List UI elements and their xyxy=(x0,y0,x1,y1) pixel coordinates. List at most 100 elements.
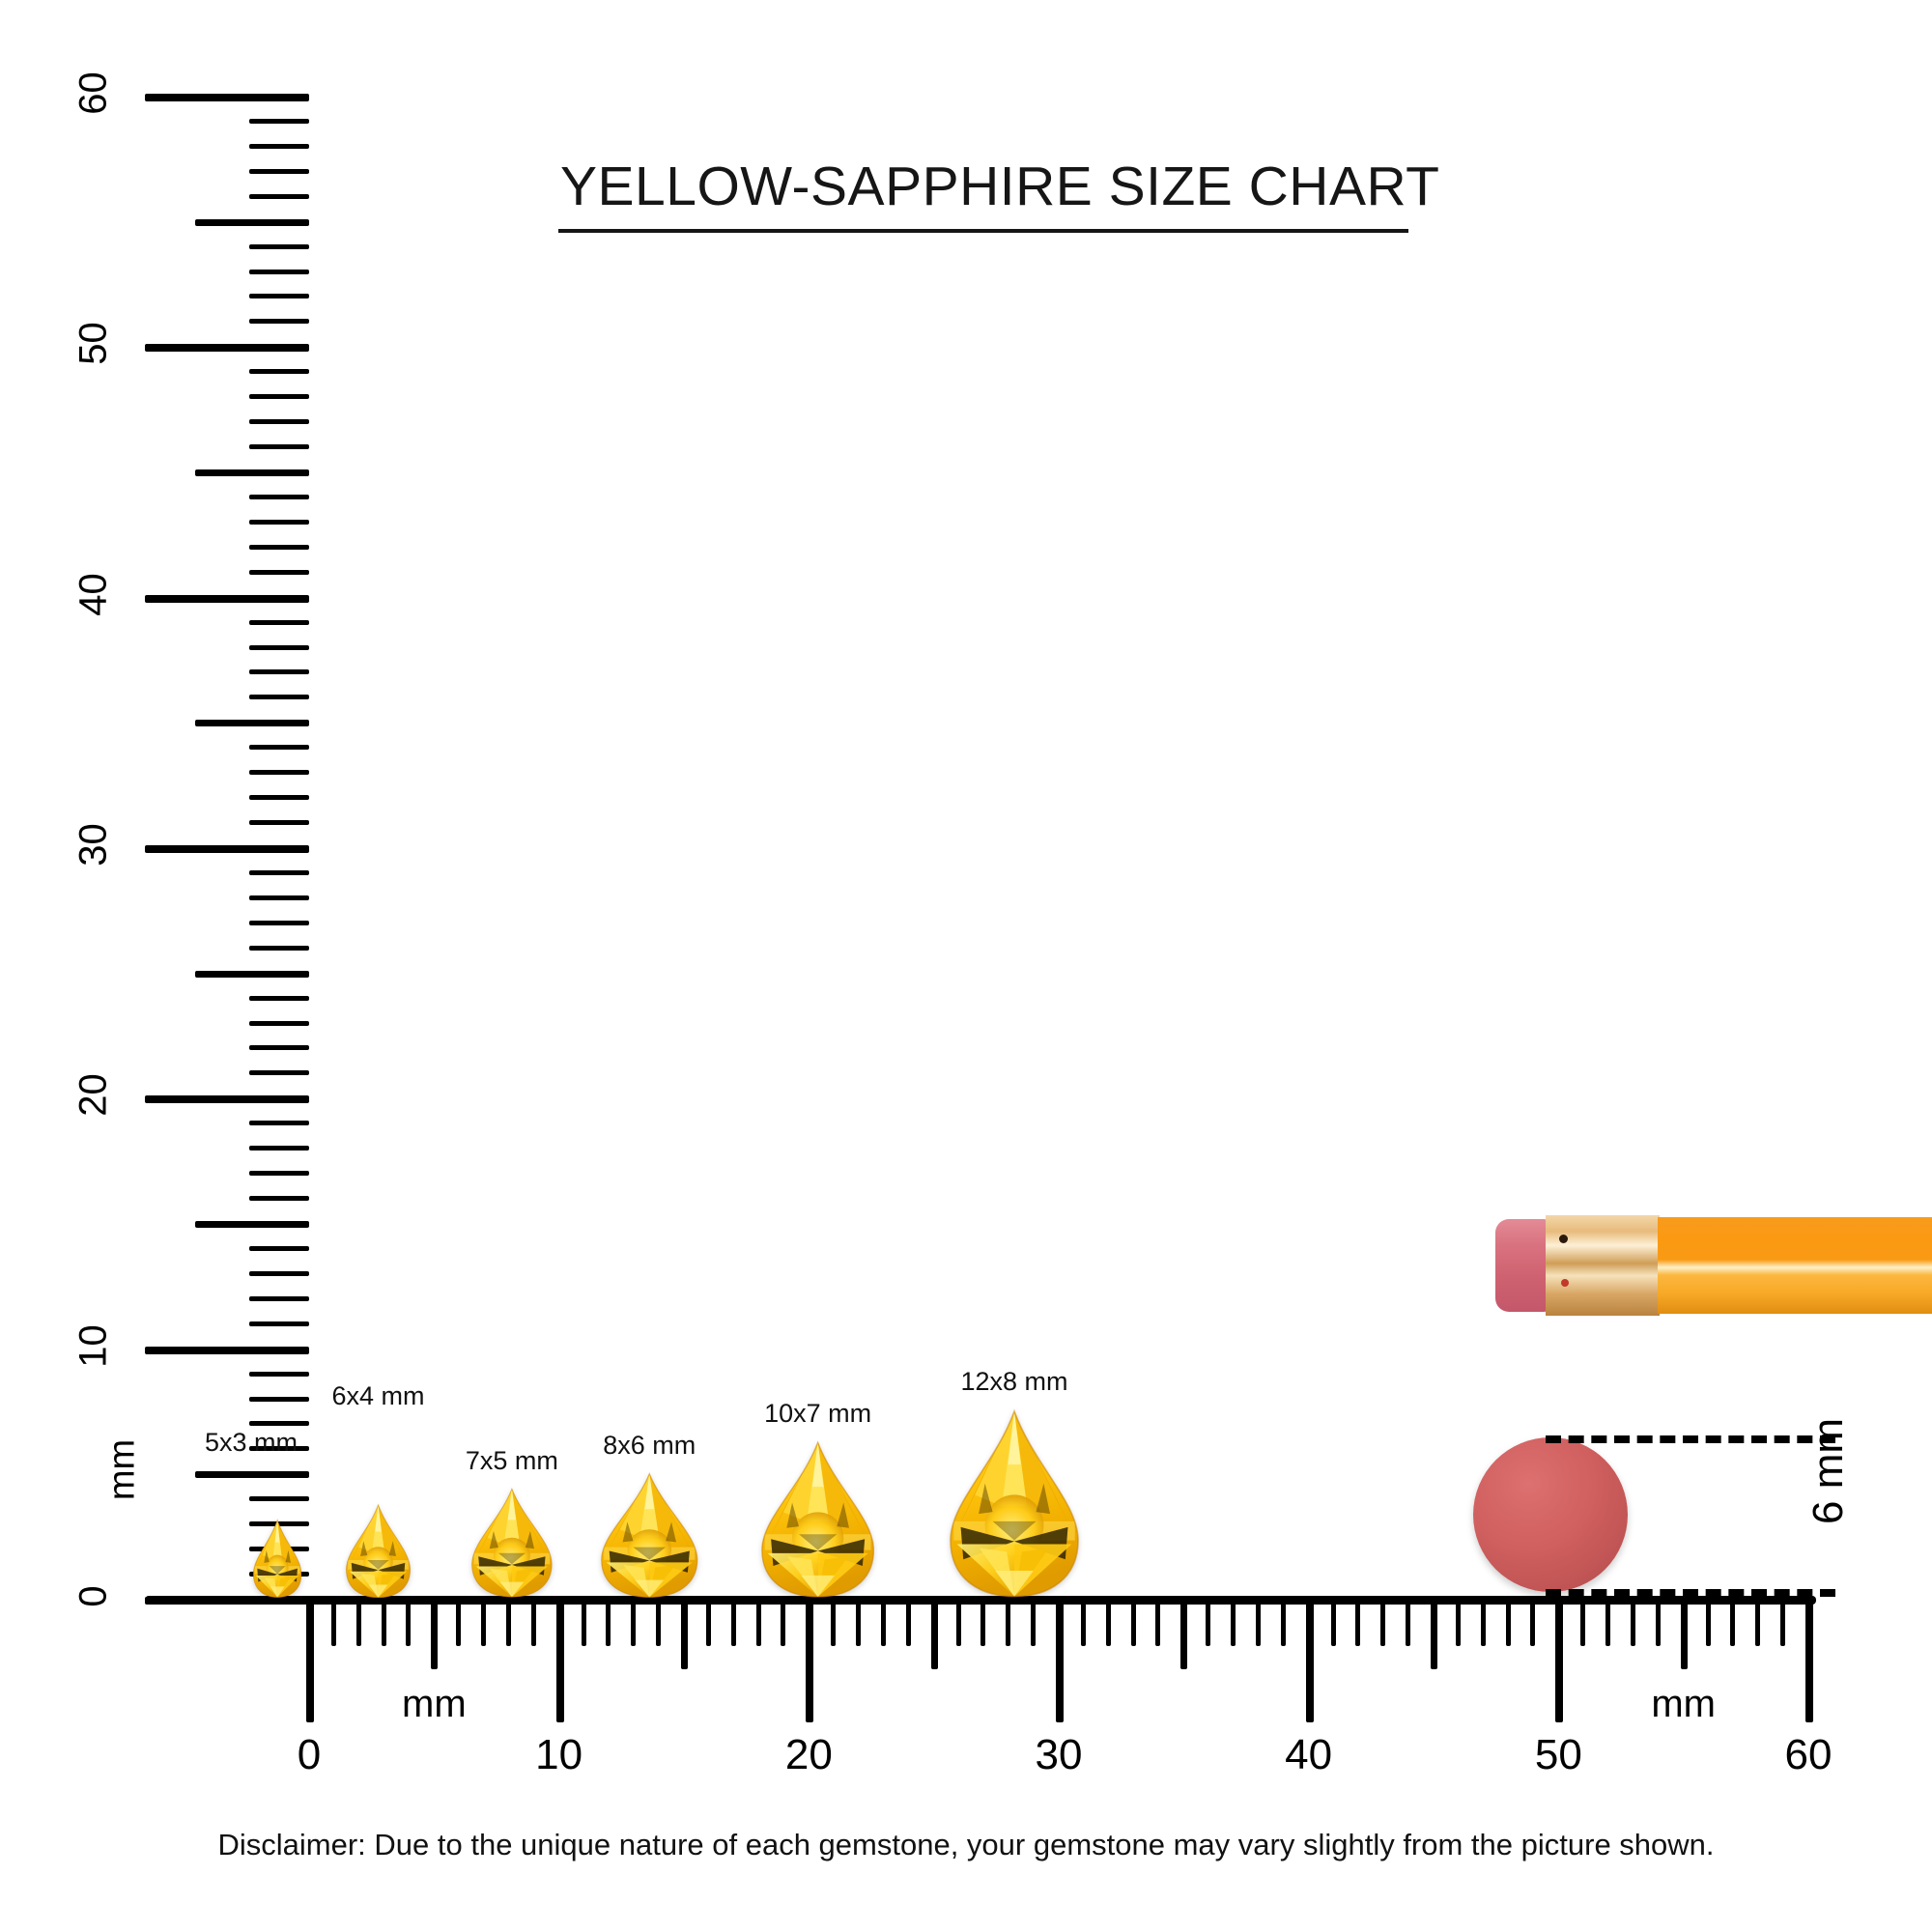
hruler-tick xyxy=(1780,1602,1786,1646)
pencil-illustration xyxy=(1495,1215,1932,1316)
gem-size-label: 12x8 mm xyxy=(960,1367,1068,1397)
eraser-disc xyxy=(1473,1437,1628,1592)
hruler-tick xyxy=(1255,1602,1261,1646)
vruler-tick xyxy=(249,820,309,826)
vruler-tick xyxy=(249,1196,309,1202)
vruler-tick xyxy=(249,1396,309,1402)
hruler-tick xyxy=(656,1602,662,1646)
hruler-tick xyxy=(1080,1602,1086,1646)
vruler-tick xyxy=(249,669,309,675)
vruler-tick xyxy=(249,1070,309,1076)
vruler-tick xyxy=(249,895,309,900)
hruler-label: 10 xyxy=(535,1731,583,1778)
vruler-tick xyxy=(249,1496,309,1502)
hruler-tick xyxy=(1206,1602,1211,1646)
hruler-tick xyxy=(330,1602,336,1646)
vruler-tick xyxy=(249,1270,309,1276)
gem-size-label: 5x3 mm xyxy=(205,1428,298,1457)
page-title: YELLOW-SAPPHIRE SIZE CHART xyxy=(560,156,1440,217)
vruler-tick xyxy=(249,444,309,450)
hruler-tick xyxy=(355,1602,361,1646)
gemstone-pear-7x5mm xyxy=(471,1487,553,1598)
hruler-tick xyxy=(1555,1602,1564,1722)
vruler-tick xyxy=(145,94,309,101)
vruler-label: 10 xyxy=(71,1323,115,1368)
hruler-tick xyxy=(1480,1602,1486,1646)
vruler-tick xyxy=(249,920,309,925)
vruler-tick xyxy=(249,569,309,575)
vruler-tick xyxy=(249,1146,309,1151)
gem-size-label: 6x4 mm xyxy=(331,1381,425,1410)
vruler-label: 40 xyxy=(71,572,115,616)
hruler-tick xyxy=(1605,1602,1611,1646)
hruler-tick xyxy=(505,1602,511,1646)
vruler-tick xyxy=(249,1371,309,1377)
vruler-tick xyxy=(249,1421,309,1427)
hruler-tick xyxy=(555,1602,564,1722)
hruler-tick xyxy=(406,1602,412,1646)
vruler-tick xyxy=(249,243,309,249)
vruler-tick xyxy=(249,419,309,425)
hruler-tick xyxy=(980,1602,986,1646)
hruler-tick xyxy=(1755,1602,1761,1646)
hruler-label: 40 xyxy=(1285,1731,1333,1778)
hruler-tick xyxy=(755,1602,761,1646)
vruler-tick xyxy=(249,1245,309,1251)
eraser-size-label: 6 mm xyxy=(1804,1418,1852,1524)
gemstone-pear-8x6mm xyxy=(601,1471,698,1598)
hruler-tick xyxy=(530,1602,536,1646)
hruler-tick xyxy=(1655,1602,1661,1646)
vruler-tick xyxy=(249,1121,309,1126)
vruler-tick xyxy=(195,1221,309,1228)
vruler-tick xyxy=(249,770,309,776)
vruler-tick xyxy=(249,494,309,499)
vruler-tick xyxy=(249,1321,309,1326)
horizontal-ruler xyxy=(306,1602,1814,1727)
hruler-tick xyxy=(1031,1602,1037,1646)
vruler-tick xyxy=(195,1471,309,1479)
vruler-tick xyxy=(249,143,309,149)
hruler-tick xyxy=(1455,1602,1461,1646)
hruler-tick xyxy=(381,1602,386,1646)
hruler-tick xyxy=(481,1602,487,1646)
vruler-tick xyxy=(249,519,309,525)
hruler-tick xyxy=(880,1602,886,1646)
vruler-tick xyxy=(145,845,309,853)
hruler-label: 20 xyxy=(784,1731,833,1778)
hruler-tick xyxy=(1355,1602,1361,1646)
hruler-tick xyxy=(1630,1602,1635,1646)
vruler-label: 30 xyxy=(71,823,115,867)
hruler-label: 0 xyxy=(297,1731,322,1778)
hruler-tick xyxy=(1180,1602,1188,1669)
vruler-tick xyxy=(249,294,309,299)
vruler-tick xyxy=(195,970,309,978)
vruler-tick xyxy=(195,720,309,727)
hruler-tick xyxy=(1580,1602,1586,1646)
hruler-tick xyxy=(1330,1602,1336,1646)
gem-size-label: 7x5 mm xyxy=(465,1446,558,1476)
gem-size-label: 8x6 mm xyxy=(603,1430,696,1460)
gemstone-pear-5x3mm xyxy=(253,1519,302,1598)
vruler-tick xyxy=(249,544,309,550)
hruler-tick xyxy=(1006,1602,1011,1646)
vruler-tick xyxy=(249,869,309,875)
hruler-tick xyxy=(1305,1602,1314,1722)
vruler-tick xyxy=(249,995,309,1001)
vruler-tick xyxy=(249,1446,309,1452)
hruler-label: 60 xyxy=(1784,1731,1833,1778)
vruler-tick xyxy=(249,644,309,650)
hruler-tick xyxy=(1280,1602,1286,1646)
pencil-ferrule xyxy=(1546,1215,1660,1316)
hruler-tick xyxy=(306,1602,314,1722)
hruler-tick xyxy=(955,1602,961,1646)
hruler-label: 50 xyxy=(1534,1731,1582,1778)
gem-size-label: 10x7 mm xyxy=(764,1399,872,1429)
hruler-tick xyxy=(1155,1602,1161,1646)
vruler-label: 20 xyxy=(71,1073,115,1118)
vruler-tick xyxy=(249,1020,309,1026)
pencil-body xyxy=(1658,1217,1932,1314)
hruler-unit-label: mm xyxy=(1651,1683,1716,1725)
vruler-tick xyxy=(249,795,309,801)
vruler-tick xyxy=(249,1171,309,1177)
